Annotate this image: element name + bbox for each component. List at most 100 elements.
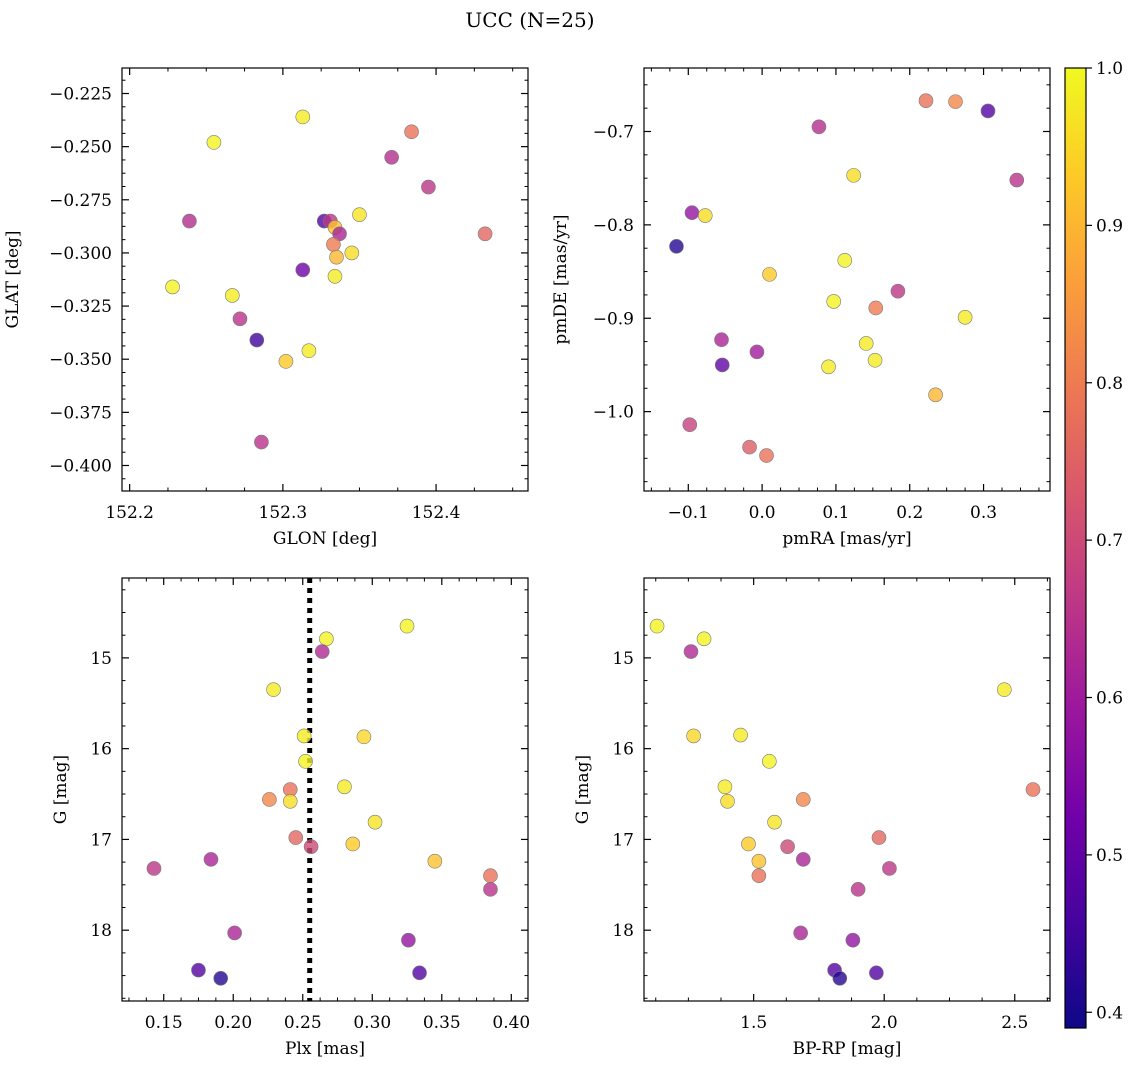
scatter-point (749, 344, 765, 360)
scatter-point (191, 962, 206, 978)
scatter-point (206, 135, 222, 150)
y-tick-label: 17 (612, 830, 634, 850)
scatter-point (477, 226, 493, 242)
scatter-point (980, 103, 996, 119)
y-tick-label: −0.350 (49, 350, 112, 370)
axes-frame (121, 67, 529, 492)
scatter-point (1009, 172, 1025, 188)
axis-ticks: 1.5 2.0 2.5 15 16 17 18 (612, 578, 1050, 1033)
scatter-point (303, 839, 319, 854)
scatter-point (948, 94, 963, 109)
scatter-point (356, 729, 372, 745)
scatter-point (384, 149, 399, 165)
scatter-point (696, 631, 712, 647)
x-tick-label: 2.0 (871, 1013, 898, 1033)
scatter-point (717, 779, 733, 795)
scatter-point (918, 93, 934, 108)
axis-ticks: 152.2 152.3 152.4 −0.225 −0.250 −0.275 −0.300 −… (49, 68, 528, 523)
scatter-point (399, 618, 415, 634)
scatter-point (427, 853, 443, 869)
y-tick-label: 15 (612, 649, 634, 669)
scatter-point (213, 971, 229, 986)
scatter-point (282, 794, 298, 809)
x-axis-label: Plx [mas] (285, 1039, 365, 1059)
colorbar-tick-label: 1.0 (1096, 59, 1123, 79)
x-tick-label: 1.5 (740, 1013, 767, 1033)
scatter-point (795, 792, 811, 807)
plot-area (644, 578, 1050, 1001)
y-tick-label: −0.325 (49, 297, 112, 317)
scatter-point (767, 814, 782, 830)
y-tick-label: −0.225 (49, 85, 112, 105)
axes-frame (121, 577, 529, 1002)
colorbar: 0.4 0.5 0.6 0.7 0.8 0.9 1.0 (1064, 59, 1123, 1029)
scatter-point (811, 119, 827, 135)
axes-frame (643, 577, 1051, 1002)
x-tick-label: 0.20 (214, 1013, 252, 1033)
scatter-point (890, 283, 906, 299)
axis-ticks: −0.1 0.0 0.1 0.2 0.3 −0.7 −0.8 −0.9 −1.0 (593, 68, 1050, 523)
scatter-point (832, 971, 848, 986)
scatter-point (795, 852, 811, 867)
colorbar-tick-label: 0.6 (1096, 689, 1123, 709)
scatter-point (262, 792, 277, 807)
colorbar-tick-label: 0.8 (1096, 374, 1123, 394)
scatter-point (298, 754, 313, 769)
panel-bprp-g: 1.5 2.0 2.5 15 16 17 18 BP-RP [mag] G [mag] (573, 577, 1051, 1059)
scatter-point (295, 262, 311, 278)
scatter-point (826, 294, 842, 309)
scatter-point (858, 336, 874, 351)
scatter-point (683, 644, 699, 659)
scatter-point (762, 754, 777, 769)
x-tick-label: 0.15 (145, 1013, 183, 1033)
scatter-point (793, 925, 808, 941)
scatter-point (649, 618, 665, 634)
panel-pmra-pmde: −0.1 0.0 0.1 0.2 0.3 −0.7 −0.8 −0.9 −1.0 pmRA [ma… (551, 67, 1051, 549)
x-tick-label: 0.35 (423, 1013, 461, 1033)
scatter-point (329, 249, 344, 265)
y-tick-label: −0.7 (593, 122, 634, 142)
scatter-point (203, 852, 219, 867)
scatter-point (421, 179, 436, 195)
scatter-point (249, 332, 265, 348)
y-tick-label: 18 (612, 921, 634, 941)
scatter-point (337, 779, 352, 795)
scatter-point (957, 310, 973, 325)
scatter-point (751, 853, 767, 869)
x-tick-label: 2.5 (1001, 1013, 1028, 1033)
scatter-point (850, 882, 866, 897)
y-tick-label: −0.250 (49, 138, 112, 158)
scatter-point (404, 124, 419, 140)
scatter-point (165, 279, 180, 295)
x-tick-label: 152.3 (259, 503, 308, 523)
scatter-points (669, 93, 1025, 463)
colorbar-tick-label: 0.5 (1096, 846, 1123, 866)
scatter-point (254, 434, 269, 450)
scatter-point (314, 644, 330, 659)
scatter-point (867, 352, 883, 368)
scatter-point (266, 682, 281, 697)
x-tick-label: −0.1 (668, 503, 709, 523)
scatter-point (319, 631, 334, 647)
x-tick-label: 0.2 (896, 503, 923, 523)
y-axis-label: pmDE [mas/yr] (551, 214, 571, 344)
y-tick-label: 16 (90, 740, 112, 760)
x-tick-label: 0.25 (284, 1013, 322, 1033)
scatter-point (401, 932, 416, 948)
colorbar-tick-label: 0.9 (1096, 216, 1123, 236)
colorbar-tick-label: 0.7 (1096, 531, 1123, 551)
x-tick-label: 0.40 (492, 1013, 530, 1033)
scatter-points (649, 618, 1041, 986)
scatter-point (295, 109, 311, 125)
scatter-point (232, 311, 248, 327)
x-tick-label: 0.3 (970, 503, 997, 523)
x-tick-label: 152.2 (105, 503, 154, 523)
colorbar-tick-label: 0.4 (1096, 1003, 1123, 1023)
scatter-point (326, 237, 341, 252)
scatter-point (301, 343, 317, 359)
scatter-point (845, 932, 861, 948)
x-axis-label: BP-RP [mag] (793, 1039, 902, 1059)
scatter-point (483, 868, 498, 884)
y-tick-label: −1.0 (593, 403, 634, 423)
scatter-point (869, 965, 884, 981)
